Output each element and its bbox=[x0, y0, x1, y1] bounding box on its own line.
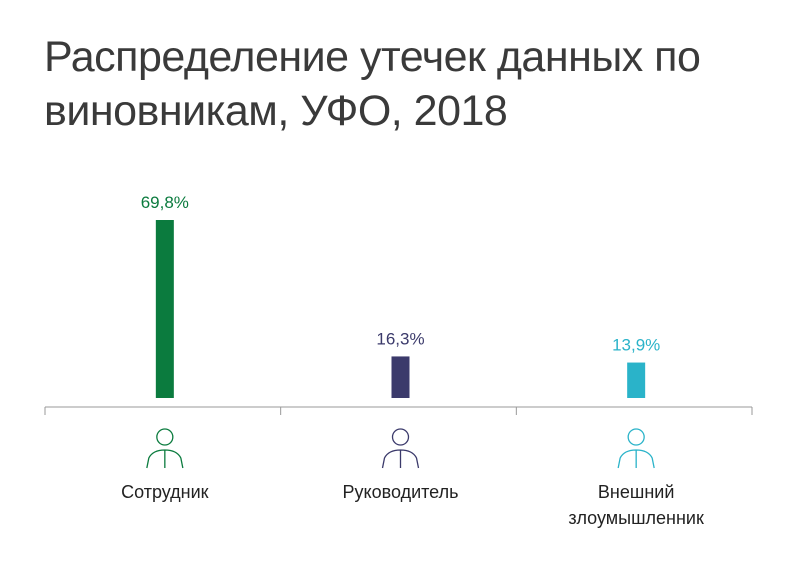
bar bbox=[627, 362, 646, 398]
category-label: Руководитель bbox=[342, 482, 459, 502]
value-label: 16,3% bbox=[376, 329, 424, 348]
category-label: Сотрудник bbox=[121, 482, 209, 502]
icon-head bbox=[391, 428, 410, 446]
icon-body bbox=[617, 449, 655, 469]
category-icon bbox=[617, 428, 655, 469]
icon-body bbox=[381, 449, 420, 469]
icon-body bbox=[146, 449, 184, 469]
bar bbox=[155, 220, 174, 398]
category-icon bbox=[381, 428, 420, 469]
category-icon bbox=[146, 428, 184, 469]
icon-head bbox=[627, 428, 645, 446]
value-label: 13,9% bbox=[612, 336, 660, 355]
value-label: 69,8% bbox=[141, 193, 189, 212]
category-label: Внешний злоумышленник bbox=[568, 482, 704, 528]
chart-title: Распределение утечек данных по виновника… bbox=[44, 33, 701, 135]
bar bbox=[391, 356, 410, 398]
icon-head bbox=[156, 428, 174, 446]
